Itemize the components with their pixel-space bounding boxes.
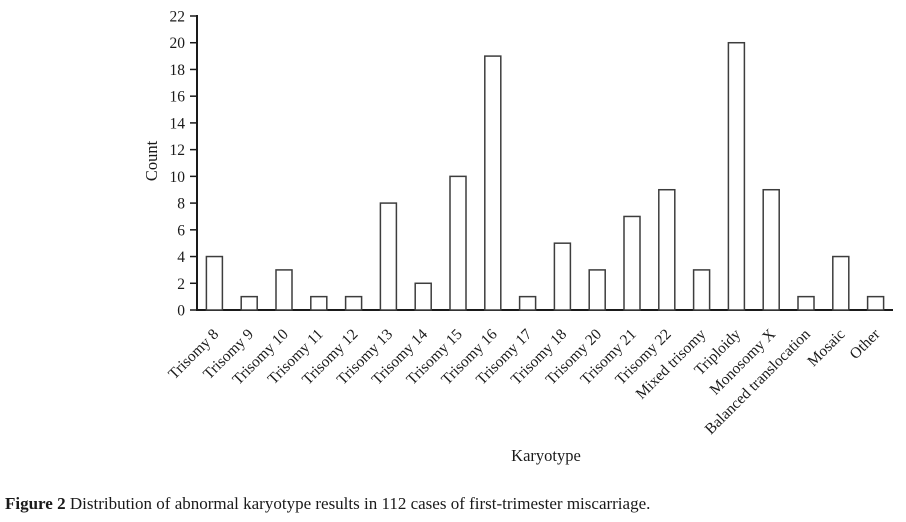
y-tick-label-8: 8 [177,196,185,213]
y-axis-title: Count [142,140,161,182]
bar-trisomy-10 [275,269,293,311]
bar-trisomy-13 [379,202,398,311]
y-tick-label-14: 14 [170,115,186,132]
figure-caption-text: Distribution of abnormal karyotype resul… [65,494,651,513]
bar-trisomy-12 [344,295,363,311]
bar-trisomy-18 [553,242,572,311]
bar-triploidy [727,41,746,311]
y-tick-label-20: 20 [170,35,186,52]
bar-trisomy-16 [484,55,502,311]
bar-monosomy-x [762,188,780,311]
bar-trisomy-9 [240,295,258,311]
y-tick-label-4: 4 [177,249,185,266]
x-tick-label-other: Other [846,325,884,363]
y-tick-label-0: 0 [177,303,185,320]
x-tick-label-mosaic: Mosaic [804,326,848,370]
y-tick-label-2: 2 [177,276,185,293]
bar-mosaic [832,255,850,311]
bar-trisomy-15 [449,175,467,311]
bar-trisomy-17 [518,295,537,311]
bar-trisomy-20 [588,269,606,311]
bar-other [866,295,885,311]
y-tick-label-6: 6 [177,222,185,239]
y-tick-label-16: 16 [170,89,186,106]
x-axis-title: Karyotype [511,446,581,465]
y-tick-label-12: 12 [170,142,186,159]
bar-balanced-translocation [797,295,815,311]
bar-trisomy-8 [205,255,224,311]
figure-caption: Figure 2 Distribution of abnormal karyot… [5,494,650,514]
figure-caption-label: Figure 2 [5,494,66,513]
y-tick-label-18: 18 [170,62,186,79]
bar-trisomy-14 [414,282,432,311]
bar-mixed-trisomy [692,269,711,311]
bar-trisomy-11 [310,295,328,311]
y-tick-label-10: 10 [170,169,186,186]
bar-trisomy-21 [623,215,641,311]
y-tick-label-22: 22 [170,9,186,26]
bar-trisomy-22 [658,188,676,311]
